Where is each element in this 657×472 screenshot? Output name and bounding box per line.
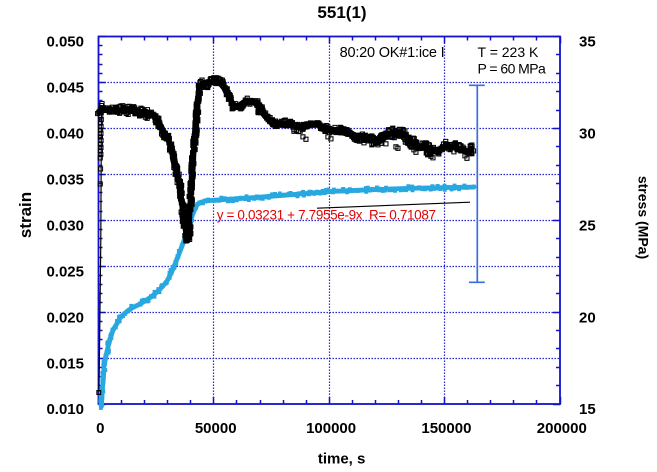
svg-text:20: 20 xyxy=(579,309,596,326)
svg-text:y = 0.03231 + 7.7955e-9x R= 0: y = 0.03231 + 7.7955e-9x R= 0.71087 xyxy=(217,207,436,222)
svg-text:0.025: 0.025 xyxy=(46,263,84,280)
svg-text:50000: 50000 xyxy=(195,420,237,437)
svg-text:0.040: 0.040 xyxy=(46,126,84,143)
svg-text:time, s: time, s xyxy=(318,450,366,467)
svg-text:80:20 OK#1:ice I: 80:20 OK#1:ice I xyxy=(340,45,445,61)
svg-text:200000: 200000 xyxy=(537,420,587,437)
svg-text:15: 15 xyxy=(579,401,596,418)
svg-text:35: 35 xyxy=(579,34,596,51)
svg-text:150000: 150000 xyxy=(421,420,471,437)
svg-text:0.050: 0.050 xyxy=(46,34,84,51)
svg-text:stress (MPa): stress (MPa) xyxy=(636,176,652,259)
svg-text:551(1): 551(1) xyxy=(317,3,366,22)
svg-text:0: 0 xyxy=(96,420,104,437)
svg-text:0.035: 0.035 xyxy=(46,172,84,189)
svg-text:25: 25 xyxy=(579,217,596,234)
svg-text:strain: strain xyxy=(16,192,35,238)
svg-text:0.030: 0.030 xyxy=(46,218,84,235)
svg-text:0.045: 0.045 xyxy=(46,80,84,97)
svg-text:30: 30 xyxy=(579,126,596,143)
svg-text:T = 223 K: T = 223 K xyxy=(478,44,540,60)
svg-text:P = 60 MPa: P = 60 MPa xyxy=(478,61,547,77)
svg-text:0.010: 0.010 xyxy=(46,401,84,418)
svg-text:0.020: 0.020 xyxy=(46,309,84,326)
svg-text:100000: 100000 xyxy=(306,420,356,437)
svg-text:0.015: 0.015 xyxy=(46,355,84,372)
